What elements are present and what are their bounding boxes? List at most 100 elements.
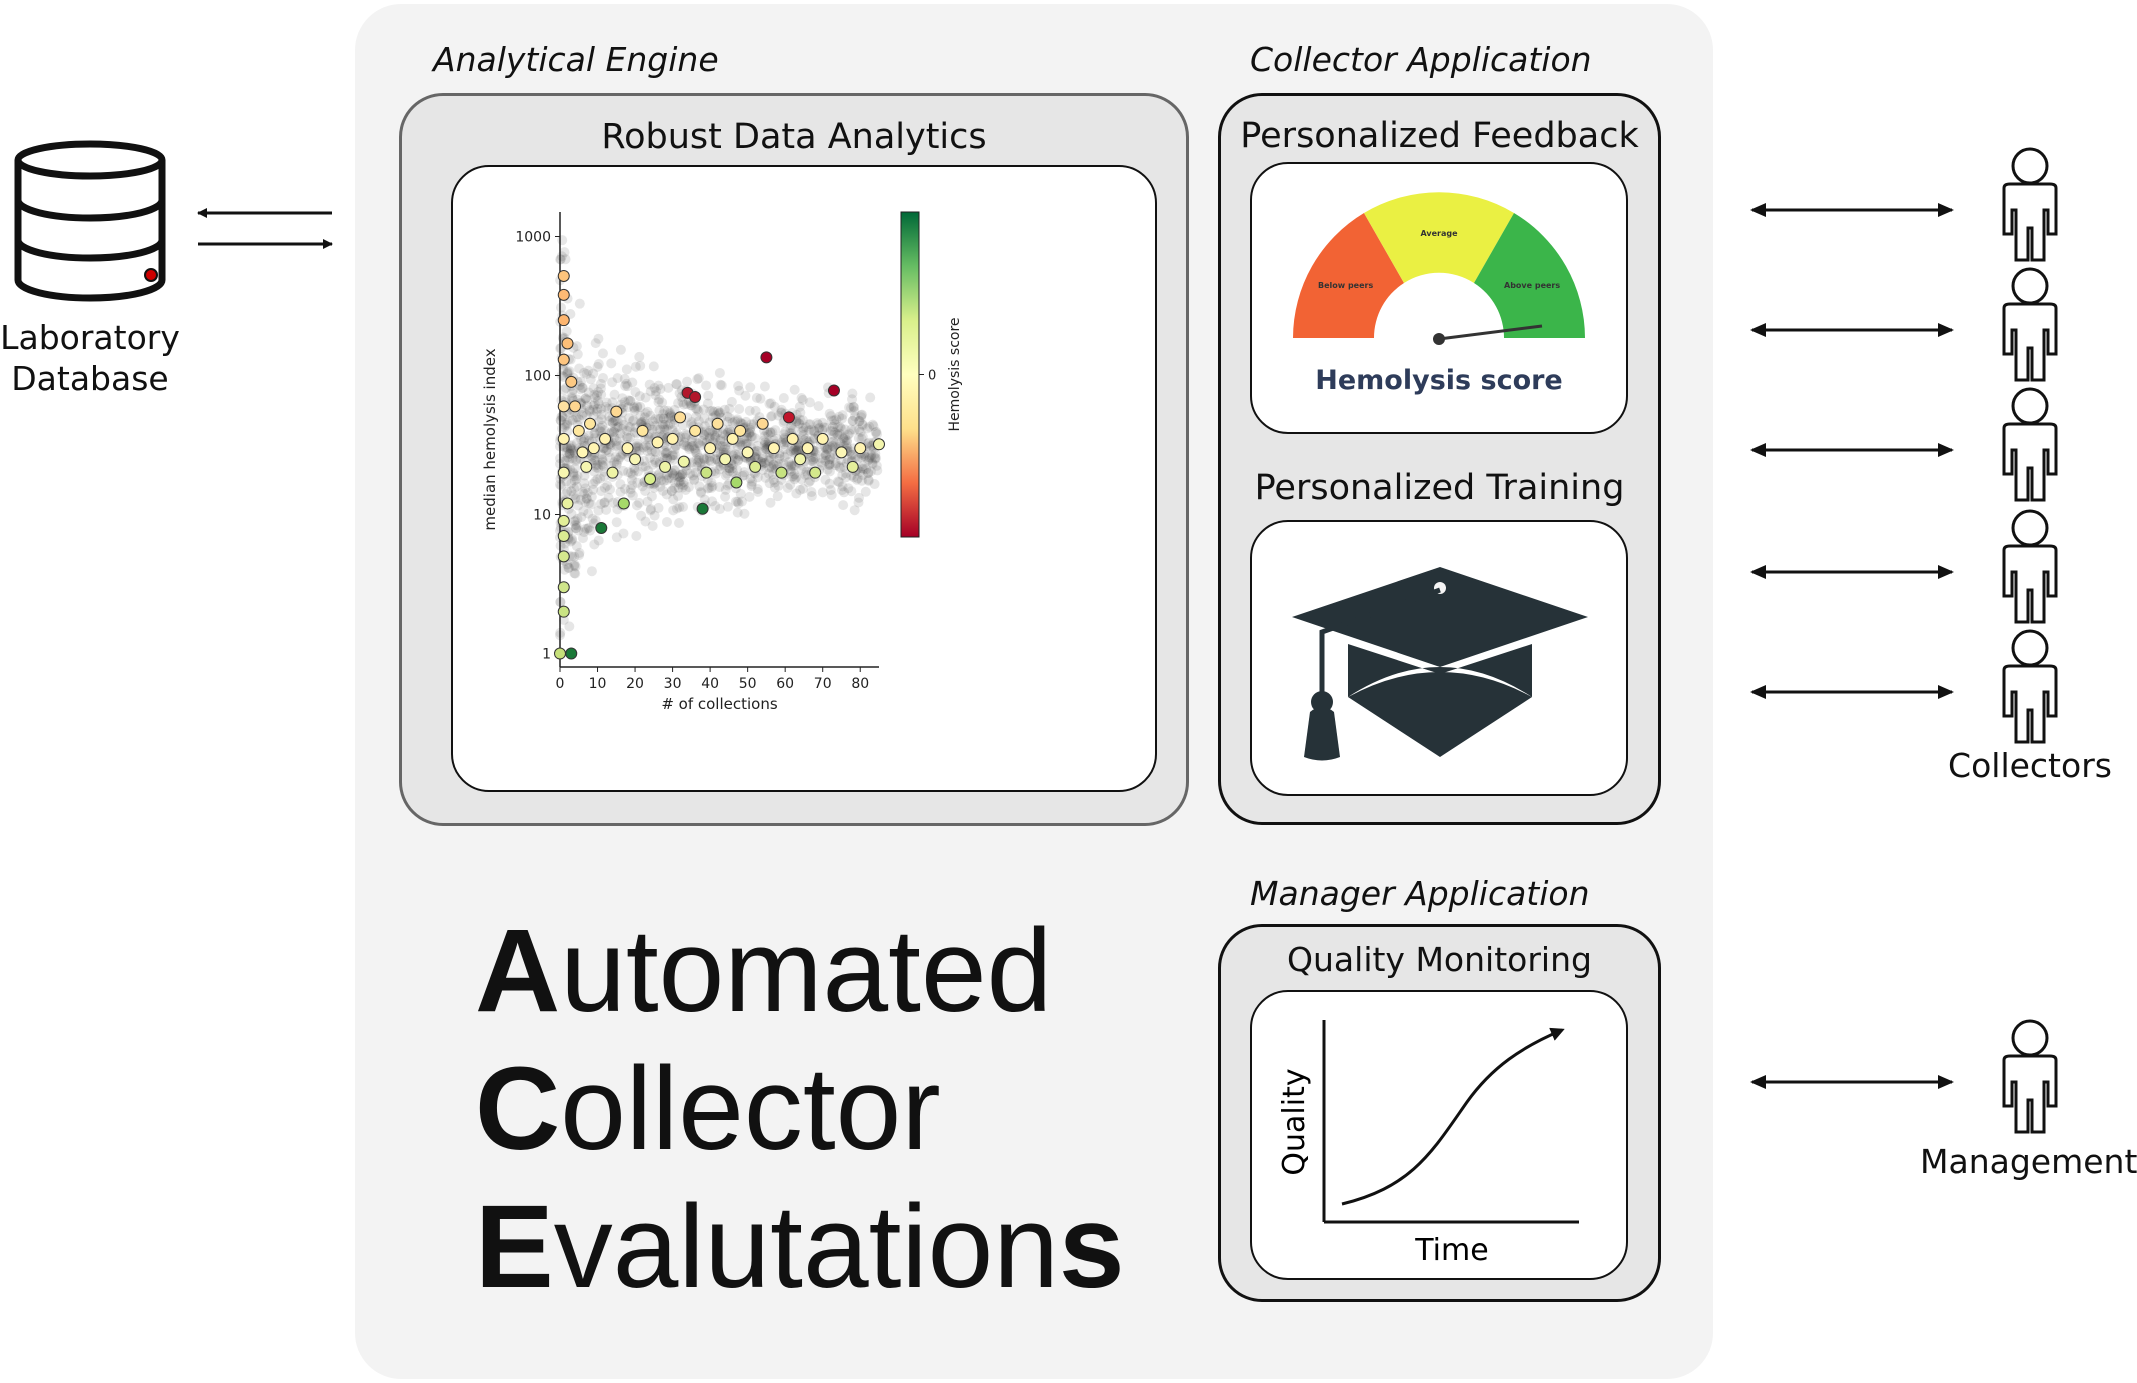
data-point: [557, 530, 570, 543]
personalized-training-title: Personalized Training: [1254, 468, 1625, 508]
data-point: [835, 446, 848, 459]
gauge-title: Hemolysis score: [1315, 365, 1563, 396]
data-point: [580, 460, 593, 473]
x-tick-label: 70: [814, 676, 832, 692]
data-point: [689, 391, 702, 404]
data-point: [700, 466, 713, 479]
database-arrows: [190, 200, 340, 270]
data-point: [557, 269, 570, 282]
collector-app-label: Collector Application: [1250, 40, 1592, 79]
data-point: [704, 442, 717, 455]
data-point: [734, 424, 747, 437]
collector-person-icon: [2002, 629, 2058, 744]
x-tick-label: 40: [701, 676, 719, 692]
data-point: [557, 400, 570, 413]
time-axis-label: Time: [1414, 1233, 1488, 1268]
data-point: [606, 466, 619, 479]
data-point: [557, 353, 570, 366]
y-tick-label: 1: [542, 647, 551, 663]
people-column: [1750, 147, 2058, 1134]
title-line-automated: Automated: [475, 905, 1053, 1037]
x-tick-label: 80: [851, 676, 869, 692]
data-point: [621, 442, 634, 455]
collectors-label: Collectors: [1948, 746, 2112, 785]
quality-axis-label: Quality: [1277, 1068, 1312, 1175]
data-point: [587, 442, 600, 455]
data-point: [741, 446, 754, 459]
data-point: [756, 417, 769, 430]
analytical-engine-label: Analytical Engine: [433, 40, 719, 79]
x-tick-label: 50: [739, 676, 757, 692]
data-point: [572, 424, 585, 437]
x-tick-label: 60: [776, 676, 794, 692]
scatter-chart-card: 0 10 20 30 40 50 60 70 80 1 10 100 1000 # of collecti…: [451, 165, 1157, 792]
data-point: [557, 581, 570, 594]
collector-person-icon: [2002, 147, 2058, 262]
quality-trend-line: [1341, 1027, 1565, 1206]
data-point: [846, 460, 859, 473]
gauge-segment-average: [1364, 192, 1514, 283]
data-point: [644, 473, 657, 486]
data-point: [749, 460, 762, 473]
gauge-needle: [1438, 324, 1543, 341]
background-point-cloud: [555, 235, 883, 641]
data-point: [767, 442, 780, 455]
data-point: [873, 438, 885, 451]
data-point: [696, 502, 709, 515]
colorbar: [900, 211, 920, 538]
x-tick-label: 20: [626, 676, 644, 692]
colorbar-label: Hemolysis score: [947, 317, 963, 431]
data-point: [565, 375, 578, 388]
x-tick-label: 30: [664, 676, 682, 692]
data-point: [651, 436, 664, 449]
data-point: [554, 647, 566, 660]
data-point: [557, 314, 570, 327]
robust-data-analytics-title: Robust Data Analytics: [601, 117, 987, 157]
data-point: [801, 442, 814, 455]
gauge-label-below: Below peers: [1318, 281, 1373, 290]
scatter-chart: 0 10 20 30 40 50 60 70 80 1 10 100 1000 # of collecti…: [481, 211, 963, 713]
data-point: [629, 453, 642, 466]
data-point: [677, 455, 690, 468]
data-point: [786, 432, 799, 445]
graduation-cap-icon: [1292, 567, 1588, 761]
y-tick-label: 100: [524, 368, 551, 384]
data-point: [827, 384, 840, 397]
collector-person-icon: [2002, 387, 2058, 502]
quality-chart-card: Quality Time: [1250, 990, 1628, 1280]
data-point: [854, 442, 867, 455]
gauge-segment-above: [1474, 213, 1585, 338]
data-point: [775, 466, 788, 479]
quality-monitoring-title: Quality Monitoring: [1287, 940, 1592, 979]
data-point: [726, 432, 739, 445]
title-line-collector: Collector: [475, 1043, 941, 1175]
manager-app-label: Manager Application: [1250, 874, 1590, 913]
gauge-segment-below: [1293, 213, 1404, 338]
data-point: [557, 466, 570, 479]
data-point: [584, 417, 597, 430]
data-point: [760, 351, 773, 364]
data-point: [689, 424, 702, 437]
data-point: [557, 288, 570, 301]
manager-person-icon: [2002, 1019, 2058, 1134]
data-point: [730, 476, 743, 489]
data-point: [659, 460, 672, 473]
data-point: [565, 647, 578, 660]
data-point: [782, 411, 795, 424]
data-point: [711, 417, 724, 430]
quality-chart: Quality Time: [1277, 1020, 1579, 1268]
data-point: [809, 466, 822, 479]
data-point: [617, 497, 630, 510]
database-label-line1: Laboratory: [0, 318, 180, 357]
data-point: [561, 337, 574, 350]
training-card: [1250, 520, 1628, 796]
data-point: [557, 514, 570, 527]
y-tick-label: 10: [533, 508, 551, 524]
x-tick-label: 0: [556, 676, 565, 692]
data-point: [719, 453, 732, 466]
data-point: [557, 605, 570, 618]
x-axis-label: # of collections: [661, 695, 778, 713]
personalized-feedback-title: Personalized Feedback: [1240, 116, 1639, 156]
y-axis-label: median hemolysis index: [481, 348, 499, 530]
data-point: [636, 424, 649, 437]
